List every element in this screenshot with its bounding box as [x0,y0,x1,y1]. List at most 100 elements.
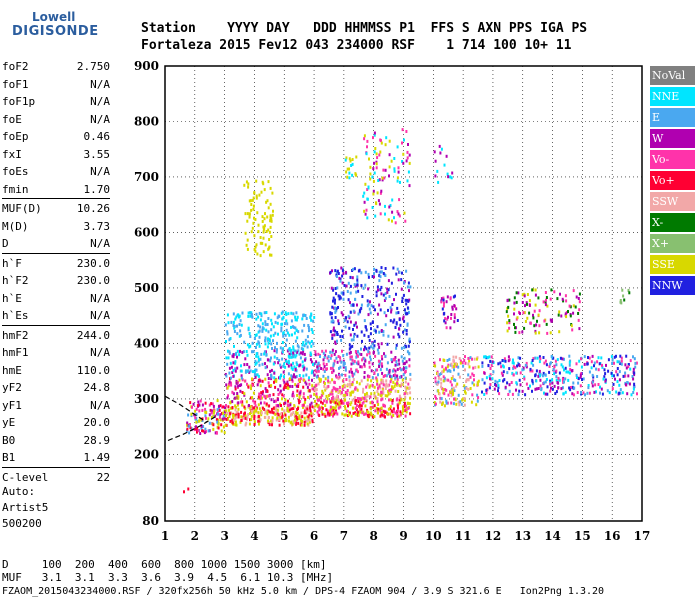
echo-point [405,312,408,316]
echo-point [354,411,357,415]
echo-point [205,430,207,434]
echo-point [348,351,351,355]
echo-point [315,388,318,392]
echo-point [351,370,353,374]
echo-point [357,269,360,273]
param-name: hmF1 [2,346,29,359]
echo-point [576,376,578,379]
echo-point [339,405,342,409]
echo-point [616,380,619,384]
echo-point [468,365,471,369]
echo-point [250,208,253,212]
echo-point [628,291,631,295]
echo-point [471,357,473,361]
echo-point [261,329,264,333]
echo-point [363,375,366,379]
echo-point [389,405,392,409]
echo-point [314,399,316,403]
echo-point [477,365,480,369]
echo-point [248,365,251,369]
echo-point [441,365,444,369]
echo-point [357,411,360,415]
echo-point [269,186,272,190]
echo-point [444,388,446,392]
echo-point [298,374,301,377]
echo-point [361,295,364,298]
echo-point [524,393,527,397]
echo-point [343,319,346,322]
echo-point [476,357,478,361]
echo-point [488,355,491,359]
echo-point [606,389,609,393]
echo-point [555,378,558,382]
echo-point [404,395,407,399]
echo-point [212,427,215,431]
echo-point [334,387,337,391]
echo-point [404,380,407,384]
echo-point [370,369,373,373]
echo-point [263,350,266,354]
echo-point [234,369,237,373]
echo-point [263,188,266,192]
echo-point [202,425,205,428]
echo-point [334,340,337,344]
echo-point [270,342,273,346]
echo-point [227,417,229,421]
echo-point [354,350,357,353]
y-tick-label: 80 [142,514,159,528]
echo-point [512,373,515,377]
echo-point [397,311,400,315]
echo-point [341,349,343,353]
echo-point [409,391,412,395]
echo-point [384,387,387,390]
echo-point [311,384,314,388]
echo-point [632,377,635,381]
param-name: foF1p [2,95,36,108]
echo-point [626,392,629,396]
echo-point [368,365,371,369]
echo-point [278,391,281,395]
echo-point [336,360,339,364]
echo-point [228,408,230,412]
echo-point [475,403,478,407]
echo-point [340,266,343,270]
echo-point [337,390,340,394]
echo-point [284,413,287,417]
echo-point [473,383,476,387]
echo-point [244,357,247,361]
echo-point [341,399,344,403]
echo-point [200,424,203,428]
echo-point [302,341,305,344]
echo-point [283,422,285,426]
echo-point [253,216,255,220]
echo-point [401,378,404,382]
echo-point [380,393,383,397]
echo-point [377,373,379,377]
echo-point [558,371,561,375]
echo-point [494,383,497,386]
echo-point [507,305,510,309]
echo-point [568,360,571,364]
echo-point [298,401,301,405]
echo-point [339,365,342,369]
echo-point [339,334,342,338]
echo-point [228,382,231,386]
echo-point [292,394,295,398]
echo-point [579,373,582,377]
echo-point [395,346,398,350]
echo-point [274,331,277,335]
echo-point [267,341,270,345]
echo-point [545,322,548,326]
echo-point [342,297,345,301]
echo-point [250,387,252,391]
echo-point [493,387,496,391]
echo-point [302,405,304,409]
echo-point [306,405,309,409]
echo-point [391,399,394,402]
echo-point [257,419,260,423]
echo-point [436,382,439,386]
echo-point [243,392,246,396]
echo-point [301,420,304,423]
echo-point [557,381,560,385]
echo-point [186,427,189,431]
